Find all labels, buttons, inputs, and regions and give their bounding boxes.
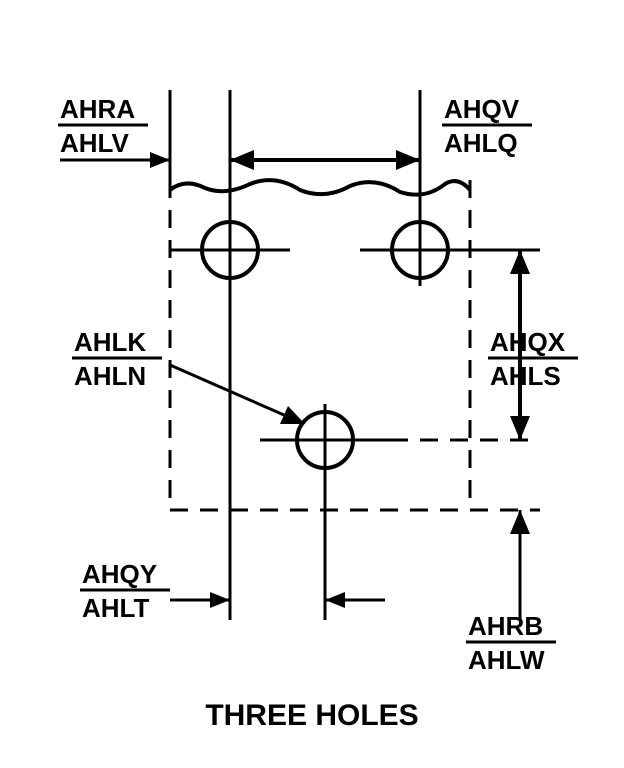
technical-diagram: AHRA AHLV AHQV AHLQ AHQX AHLS [0, 0, 624, 768]
label-ahln: AHLN [74, 361, 146, 391]
dim-ahqy-ahlt: AHQY AHLT [80, 559, 385, 623]
dim-ahra-ahlv: AHRA AHLV [58, 94, 170, 168]
label-ahqx: AHQX [490, 327, 566, 357]
label-ahlq: AHLQ [444, 128, 518, 158]
label-ahqv: AHQV [444, 94, 520, 124]
hole-3 [260, 404, 390, 620]
label-ahlw: AHLW [468, 645, 545, 675]
diagram-title: THREE HOLES [205, 699, 418, 732]
hole-2 [360, 214, 540, 286]
label-ahlt: AHLT [82, 593, 150, 623]
label-ahrb: AHRB [468, 611, 543, 641]
leader-ahlk-ahln: AHLK AHLN [72, 327, 305, 424]
dim-ahrb-ahlw: AHRB AHLW [466, 510, 556, 675]
label-ahlv: AHLV [60, 128, 130, 158]
hole-1 [170, 214, 290, 286]
label-ahqy: AHQY [82, 559, 157, 589]
label-ahls: AHLS [490, 361, 561, 391]
label-ahra: AHRA [60, 94, 135, 124]
dim-ahqx-ahls: AHQX AHLS [488, 250, 578, 440]
label-ahlk: AHLK [74, 327, 146, 357]
dim-ahqv-ahlq: AHQV AHLQ [230, 94, 532, 170]
torn-top-edge [170, 180, 470, 195]
